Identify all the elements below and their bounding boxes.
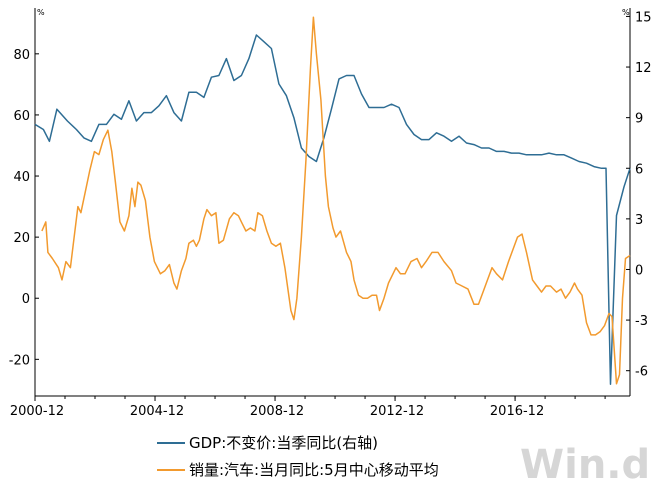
left-tick-label: -20: [9, 353, 30, 368]
right-axis-unit: %: [622, 8, 630, 17]
right-tick-label: 0: [635, 263, 643, 278]
gdp-series-line: [34, 34, 631, 385]
left-tick-label: 40: [13, 170, 30, 185]
right-tick-label: -6: [635, 365, 648, 380]
x-tick-label: 2004-12: [130, 404, 184, 419]
left-axis-unit: %: [37, 8, 45, 17]
right-tick-label: 9: [635, 112, 643, 127]
legend-auto-label: 销量:汽车:当月同比:5月中心移动平均: [189, 461, 439, 479]
right-tick-label: 6: [635, 162, 643, 177]
left-tick-label: 60: [13, 109, 30, 124]
right-tick-label: 3: [635, 213, 643, 228]
legend: GDP:不变价:当季同比(右轴) 销量:汽车:当月同比:5月中心移动平均: [157, 434, 439, 479]
right-tick-label: 12: [635, 61, 652, 76]
x-tick-label: 2012-12: [370, 404, 424, 419]
x-tick-label: 2000-12: [10, 404, 64, 419]
left-tick-label: 80: [13, 48, 30, 63]
auto-sales-series-line: [41, 16, 631, 385]
plot-frame: [34, 8, 631, 397]
series-layer: [34, 16, 631, 385]
x-tick-label: 2016-12: [490, 404, 544, 419]
right-tick-label: 15: [635, 10, 652, 25]
right-tick-label: -3: [635, 314, 648, 329]
axes: % % -20 0 20 40 60 80 -6 -3 0 3 6 9 12 15 2000-12 2004-…: [9, 8, 652, 419]
legend-gdp-label: GDP:不变价:当季同比(右轴): [189, 434, 378, 452]
watermark: Win.d: [520, 442, 650, 486]
left-tick-label: 20: [13, 231, 30, 246]
left-tick-label: 0: [22, 292, 30, 307]
x-tick-label: 2008-12: [250, 404, 304, 419]
